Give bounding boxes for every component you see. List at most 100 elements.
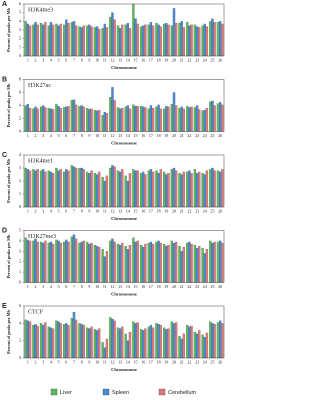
bar bbox=[105, 27, 109, 57]
bar bbox=[36, 241, 39, 283]
bar bbox=[44, 240, 47, 283]
x-tick-label: 23 bbox=[195, 208, 199, 213]
bar bbox=[119, 28, 122, 57]
bar bbox=[55, 23, 58, 57]
bar bbox=[167, 328, 170, 359]
bar bbox=[172, 323, 176, 359]
bar bbox=[49, 327, 53, 359]
x-tick-label: 20 bbox=[172, 359, 176, 364]
x-tick-label: 3 bbox=[42, 208, 44, 213]
bar bbox=[32, 240, 35, 283]
x-tick-label: 24 bbox=[203, 57, 207, 62]
bar bbox=[209, 240, 212, 283]
bar bbox=[75, 104, 78, 132]
x-tick-label: 3 bbox=[42, 133, 44, 138]
bar bbox=[134, 323, 137, 359]
x-tick-label: 2 bbox=[35, 359, 37, 364]
bar bbox=[147, 242, 150, 283]
bar bbox=[90, 326, 93, 359]
bar bbox=[111, 318, 114, 359]
bar bbox=[213, 170, 216, 208]
x-tick-label: 11 bbox=[103, 208, 107, 213]
bar bbox=[216, 170, 220, 208]
bar bbox=[219, 320, 222, 359]
x-tick-label: 8 bbox=[81, 57, 83, 62]
x-tick-label: 25 bbox=[210, 208, 214, 213]
bar bbox=[80, 241, 83, 283]
x-tick-label: 8 bbox=[81, 208, 83, 213]
x-tick-label: 4 bbox=[50, 208, 52, 213]
bar bbox=[98, 171, 101, 208]
bar bbox=[180, 251, 183, 283]
bar bbox=[34, 324, 37, 359]
bar bbox=[55, 320, 58, 359]
bar bbox=[59, 323, 62, 359]
bar bbox=[198, 246, 201, 283]
bar bbox=[65, 239, 68, 283]
x-tick-label: 24 bbox=[203, 133, 207, 138]
bar bbox=[159, 26, 162, 57]
bar bbox=[36, 108, 39, 132]
bar bbox=[101, 28, 104, 57]
bar bbox=[188, 107, 191, 132]
bar bbox=[59, 169, 62, 208]
x-tick-label: 20 bbox=[172, 133, 176, 138]
x-tick-label: 10 bbox=[95, 133, 99, 138]
bar bbox=[51, 328, 55, 359]
bar bbox=[175, 170, 178, 208]
bar bbox=[221, 104, 224, 132]
bar bbox=[119, 108, 122, 132]
x-tick-label: 18 bbox=[157, 284, 161, 289]
panel-title: H3K27ac bbox=[28, 83, 51, 89]
bar bbox=[167, 106, 170, 132]
bar bbox=[221, 23, 224, 57]
bar bbox=[65, 19, 68, 57]
bar bbox=[103, 111, 106, 132]
x-tick-label: 3 bbox=[42, 284, 44, 289]
bar bbox=[175, 241, 178, 283]
bar bbox=[67, 22, 70, 57]
bar bbox=[116, 243, 120, 283]
x-tick-label: 16 bbox=[141, 57, 145, 62]
bar bbox=[24, 105, 27, 132]
bar bbox=[126, 105, 129, 132]
bar bbox=[109, 96, 112, 132]
bar bbox=[36, 24, 39, 57]
bar bbox=[86, 25, 89, 57]
bar bbox=[34, 238, 37, 283]
bar bbox=[93, 27, 97, 57]
bar bbox=[186, 22, 189, 57]
bar bbox=[155, 170, 158, 208]
legend-swatch bbox=[102, 388, 110, 396]
bar bbox=[67, 324, 70, 359]
bar bbox=[124, 246, 127, 283]
bar bbox=[155, 22, 158, 57]
bar bbox=[42, 169, 45, 208]
bar bbox=[67, 170, 70, 208]
x-tick-label: 13 bbox=[118, 208, 122, 213]
plot-frame bbox=[23, 79, 225, 132]
bar bbox=[205, 170, 209, 208]
x-tick-label: 23 bbox=[195, 133, 199, 138]
bar bbox=[47, 108, 50, 132]
bar bbox=[211, 18, 214, 57]
bar bbox=[113, 166, 116, 208]
bar bbox=[182, 333, 185, 359]
bar bbox=[132, 104, 135, 132]
bar bbox=[209, 169, 212, 208]
bar bbox=[39, 170, 43, 208]
x-tick-label: 3 bbox=[42, 57, 44, 62]
bar bbox=[95, 110, 99, 132]
bar bbox=[82, 106, 85, 132]
bar bbox=[70, 100, 73, 132]
x-tick-label: 17 bbox=[149, 359, 153, 364]
bar bbox=[213, 241, 216, 283]
bar bbox=[70, 318, 73, 359]
bar bbox=[139, 244, 143, 283]
bar bbox=[172, 92, 176, 132]
y-tick-label: 5 bbox=[19, 10, 21, 15]
x-tick-label: 19 bbox=[164, 208, 168, 213]
bar bbox=[188, 241, 191, 283]
bar bbox=[72, 311, 76, 359]
bar bbox=[216, 103, 220, 132]
